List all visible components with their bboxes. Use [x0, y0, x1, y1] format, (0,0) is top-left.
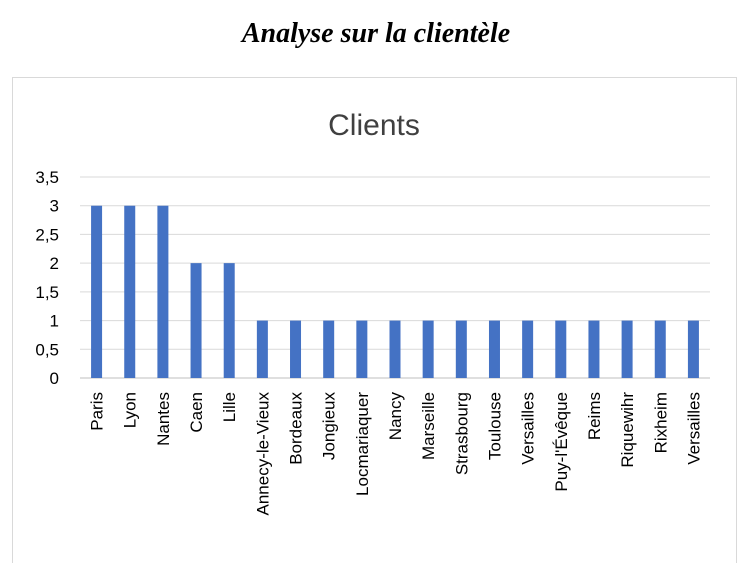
- bar-chart: Clients 0 0,5 1 1,5 2 2,5 3 3,5 Paris Lyon Nantes…: [35, 109, 710, 516]
- bar: [488, 320, 500, 378]
- x-tick-label: Lyon: [121, 392, 140, 428]
- bar: [91, 205, 103, 378]
- chart-frame: Clients 0 0,5 1 1,5 2 2,5 3 3,5 Paris Lyon Nantes…: [12, 77, 737, 563]
- y-tick-label: 1: [50, 312, 59, 331]
- y-tick-label: 3: [50, 197, 59, 216]
- gridlines: [80, 176, 710, 379]
- bar: [256, 320, 268, 378]
- x-tick-label: Bordeaux: [287, 392, 306, 465]
- bar: [455, 320, 467, 378]
- bar: [588, 320, 600, 378]
- bar: [290, 320, 302, 378]
- x-tick-label: Caen: [187, 392, 206, 433]
- bars: [91, 205, 699, 378]
- x-tick-label: Locmariaquer: [353, 392, 372, 496]
- bar: [555, 320, 567, 378]
- x-tick-label: Jongieux: [320, 392, 339, 461]
- x-tick-label: Versailles: [684, 392, 703, 465]
- bar: [323, 320, 335, 378]
- x-tick-label: Paris: [88, 392, 107, 431]
- bar: [687, 320, 699, 378]
- bar: [389, 320, 401, 378]
- x-tick-label: Rixheim: [651, 392, 670, 453]
- bar: [356, 320, 368, 378]
- x-tick-label: Reims: [585, 392, 604, 440]
- y-axis-ticks: 0 0,5 1 1,5 2 2,5 3 3,5: [35, 168, 59, 388]
- x-tick-label: Versailles: [519, 392, 538, 465]
- x-tick-label: Puy-l'Évêque: [552, 392, 571, 492]
- chart-title: Clients: [328, 109, 420, 142]
- x-tick-label: Nancy: [386, 392, 405, 441]
- bar: [124, 205, 136, 378]
- bar: [621, 320, 633, 378]
- x-axis-ticks: Paris Lyon Nantes Caen Lille Annecy-le-Vieux B…: [88, 392, 704, 516]
- x-tick-label: Nantes: [154, 392, 173, 446]
- y-tick-label: 0: [50, 369, 59, 388]
- x-tick-label: Toulouse: [485, 392, 504, 460]
- bar: [157, 205, 169, 378]
- y-tick-label: 2,5: [35, 225, 59, 244]
- bar: [422, 320, 434, 378]
- x-tick-label: Strasbourg: [452, 392, 471, 475]
- page-title: Analyse sur la clientèle: [241, 18, 511, 49]
- y-tick-label: 0,5: [35, 340, 59, 359]
- x-tick-label: Riquewihr: [618, 392, 637, 468]
- bar: [654, 320, 666, 378]
- x-tick-label: Lille: [220, 392, 239, 422]
- y-tick-label: 3,5: [35, 168, 59, 187]
- x-tick-label: Annecy-le-Vieux: [253, 392, 272, 516]
- y-tick-label: 2: [50, 254, 59, 273]
- y-tick-label: 1,5: [35, 283, 59, 302]
- bar: [522, 320, 534, 378]
- bar: [190, 263, 202, 378]
- bar: [223, 263, 235, 378]
- x-tick-label: Marseille: [419, 392, 438, 460]
